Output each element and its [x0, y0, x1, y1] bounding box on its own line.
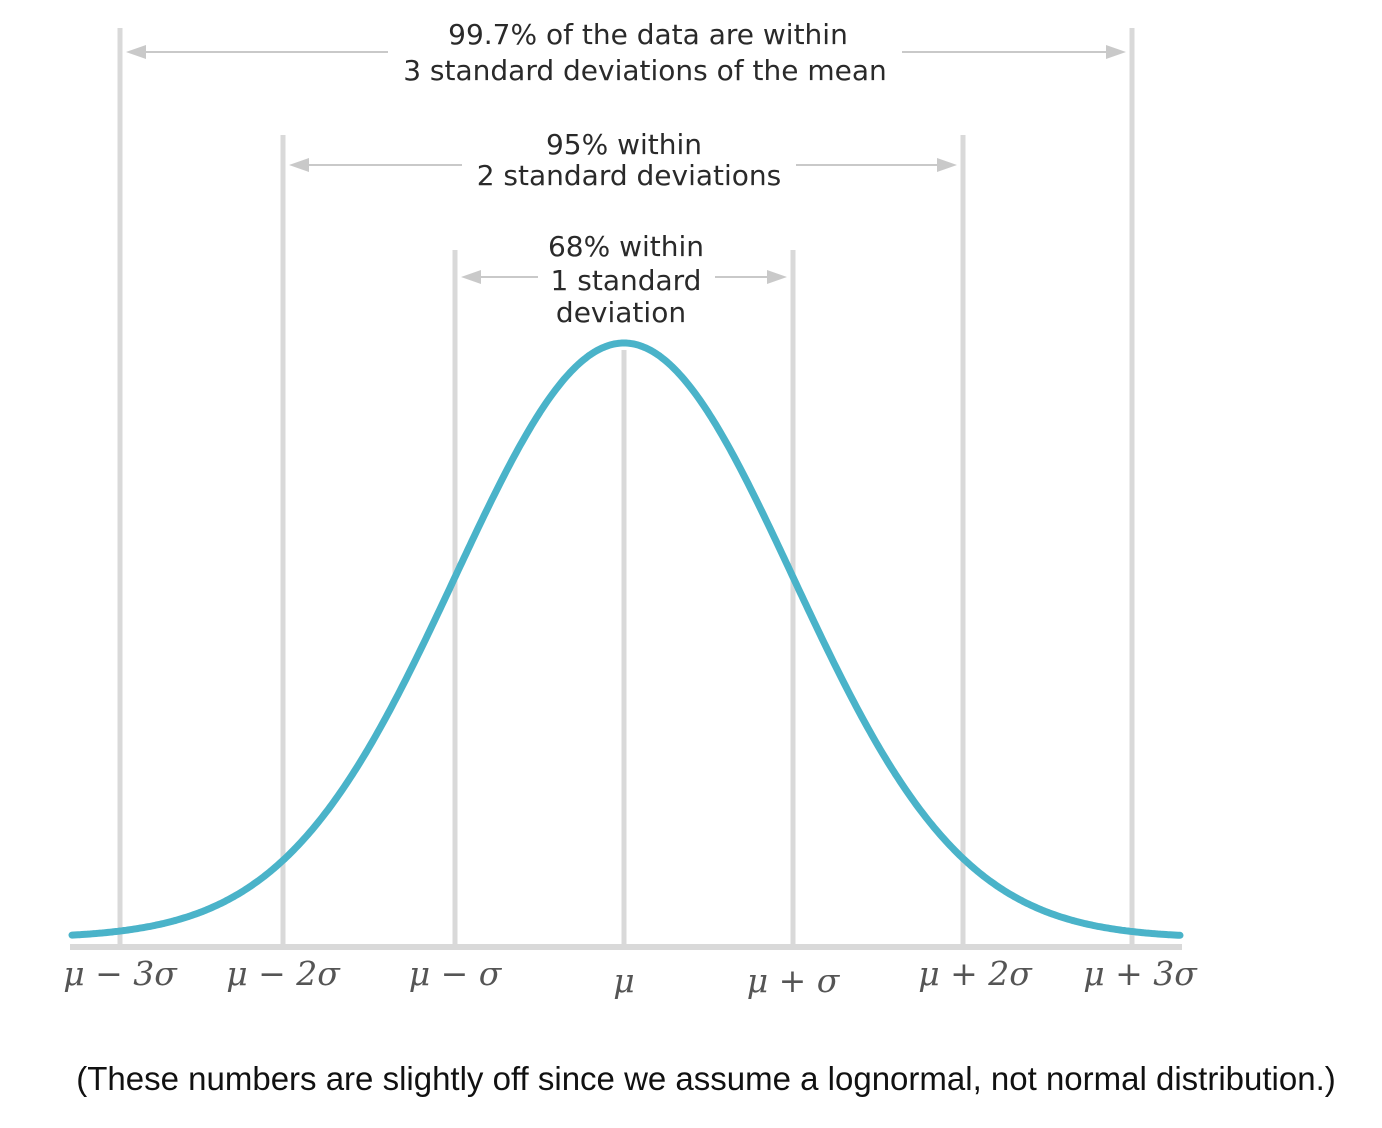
- bell-curve: [68, 339, 1184, 939]
- range-arrow-2sigma: [289, 158, 957, 172]
- tick-label-minus-2sigma: μ − 2σ: [226, 954, 341, 993]
- range-label-3sigma-line1: 99.7% of the data are within: [448, 18, 848, 51]
- tick-label-mean: μ: [613, 961, 634, 1000]
- range-arrow-3sigma: [126, 45, 1126, 59]
- range-label-2sigma-line2: 2 standard deviations: [477, 159, 782, 192]
- tick-label-minus-3sigma: μ − 3σ: [63, 954, 178, 993]
- tick-label-plus-3sigma: μ + 3σ: [1083, 954, 1198, 993]
- range-label-1sigma-line3: deviation: [556, 296, 686, 329]
- range-label-2sigma-line1: 95% within: [546, 128, 702, 161]
- range-label-1sigma-line2: 1 standard: [551, 264, 702, 297]
- caption: (These numbers are slightly off since we…: [76, 1060, 1336, 1097]
- range-label-1sigma-line1: 68% within: [548, 230, 704, 263]
- tick-label-plus-1sigma: μ + σ: [747, 961, 841, 1000]
- tick-label-minus-1sigma: μ − σ: [409, 954, 503, 993]
- range-label-3sigma-line2: 3 standard deviations of the mean: [403, 54, 887, 87]
- tick-label-plus-2sigma: μ + 2σ: [918, 954, 1033, 993]
- range-arrow-1sigma: [461, 270, 787, 284]
